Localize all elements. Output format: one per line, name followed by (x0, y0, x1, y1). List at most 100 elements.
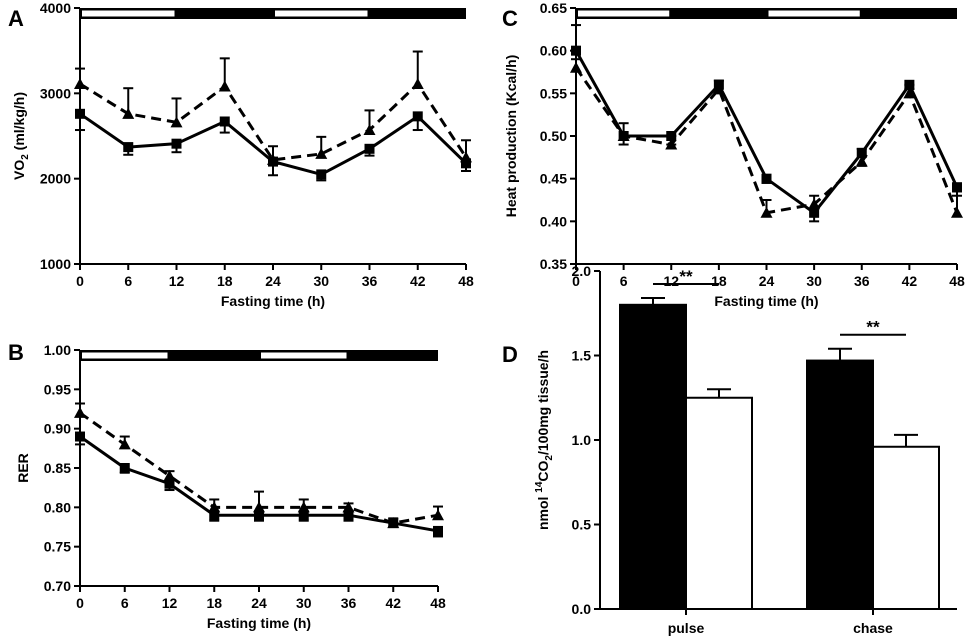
chart-a-x-tick-label: 48 (458, 273, 474, 289)
chart-a-point-triangle (74, 77, 86, 89)
chart-a-point-triangle (460, 151, 472, 163)
chart-d-y-axis-title-part: CO (535, 460, 551, 481)
chart-c-y-tick-label: 0.60 (540, 43, 567, 59)
chart-a-x-tick-label: 0 (76, 273, 84, 289)
chart-a-panel-letter: A (8, 6, 24, 31)
chart-a-point-square (412, 111, 423, 122)
chart-a-point-square (461, 158, 471, 169)
chart-a-y-axis-title-main: VO (11, 160, 27, 180)
chart-b-point-triangle (387, 517, 400, 529)
chart-d-bar-chase-black (806, 359, 874, 610)
chart-b-x-tick-label: 18 (206, 595, 222, 611)
chart-d-y-tick-label: 1.5 (572, 348, 592, 364)
chart-b-x-tick-label: 42 (385, 595, 401, 611)
chart-b-point-square (433, 525, 443, 536)
chart-b-y-axis-title: RER (15, 453, 31, 483)
chart-a-point-triangle (315, 147, 328, 159)
chart-c-point-triangle (855, 155, 868, 167)
chart-a-x-tick-label: 18 (217, 273, 233, 289)
chart-c-y-tick-label: 0.45 (540, 171, 567, 187)
chart-c-point-triangle (712, 83, 725, 95)
chart-c-point-square (809, 207, 820, 218)
chart-a-x-tick-label: 24 (265, 273, 281, 289)
chart-a-series-dashed-line (79, 81, 468, 162)
chart-b-x-axis-title: Fasting time (h) (207, 615, 311, 631)
chart-b-x-tick-label: 6 (121, 595, 129, 611)
chart-d-y-tick-label: 0.5 (572, 517, 592, 533)
chart-b-point-triangle (118, 438, 131, 450)
chart-d-bar-chase-white (872, 445, 940, 611)
chart-b-y-tick-label: 0.80 (44, 499, 71, 515)
chart-c-series-solid-line (574, 49, 959, 215)
chart-c-point-triangle (903, 87, 916, 99)
chart-c-x-tick-label: 42 (902, 273, 918, 289)
chart-a-point-triangle (170, 116, 183, 128)
chart-b-point-triangle (342, 501, 355, 513)
chart-b-light-segment (261, 352, 347, 359)
chart-c-y-tick-label: 0.65 (540, 0, 567, 16)
chart-b-point-triangle (74, 406, 86, 418)
chart-b-point-square (343, 510, 354, 521)
chart-b-lightdark-bar (80, 350, 438, 361)
chart-c-point-triangle (665, 138, 678, 150)
chart-d-y-axis-title-part: 14 (534, 481, 545, 493)
chart-a-y-tick-label: 1000 (40, 256, 71, 272)
chart-d-bar-pulse-black (619, 303, 687, 610)
chart-d-panel-letter: D (502, 342, 518, 367)
chart-b-point-square (254, 510, 264, 521)
chart-c-x-tick-label: 6 (620, 273, 628, 289)
chart-b-x-tick-label: 0 (76, 595, 84, 611)
chart-b-point-square (119, 463, 130, 473)
chart-a-point-square (75, 108, 85, 119)
chart-a-point-square (219, 116, 230, 127)
chart-c-series-dashed-line (574, 66, 959, 215)
chart-c-x-tick-label: 18 (711, 273, 727, 289)
chart-c-y-tick-label: 0.35 (540, 256, 567, 272)
chart-a-point-square (316, 169, 327, 180)
chart-d-x-tick-label: chase (853, 620, 893, 636)
chart-b-point-square (298, 510, 309, 521)
chart-b-x-tick-label: 24 (251, 595, 267, 611)
chart-c-x-tick-label: 30 (806, 273, 822, 289)
chart-a-point-square (364, 143, 375, 154)
chart-d-bar-pulse-white (685, 396, 753, 610)
chart-c-point-square (952, 182, 962, 193)
chart-b-y-tick-label: 0.95 (44, 381, 71, 397)
chart-a-y-tick-label: 3000 (40, 85, 71, 101)
chart-a-x-tick-label: 36 (362, 273, 378, 289)
chart-d-y-axis-title-part: 2 (544, 455, 555, 461)
chart-a-y-axis-title: VO2 (ml/kg/h) (11, 92, 31, 180)
chart-b-y-tick-label: 1.00 (44, 342, 71, 358)
chart-a-y-axis-title-rest: (ml/kg/h) (11, 92, 27, 154)
chart-a-point-triangle (122, 107, 135, 119)
chart-c-y-axis-title: Heat production (Kcal/h) (503, 55, 519, 218)
chart-c-x-tick-label: 0 (572, 273, 580, 289)
chart-a-point-triangle (218, 80, 231, 92)
chart-d-y-axis-title-part: /100mg tissue/h (535, 350, 551, 455)
chart-a-x-tick-label: 12 (169, 273, 185, 289)
chart-c-x-tick-label: 12 (663, 273, 679, 289)
chart-a-x-tick-label: 30 (313, 273, 329, 289)
chart-b-y-tick-label: 0.90 (44, 421, 71, 437)
chart-c-point-triangle (760, 206, 773, 218)
chart-b-light-segment (82, 352, 168, 359)
chart-c-point-triangle (808, 198, 821, 210)
chart-b-point-triangle (432, 509, 444, 521)
chart-a-point-triangle (411, 77, 424, 89)
chart-a-y-tick-label: 2000 (40, 171, 71, 187)
chart-b-x-tick-label: 48 (430, 595, 446, 611)
chart-a-y-tick-label: 4000 (40, 0, 71, 16)
chart-d-x-tick-label: pulse (668, 620, 705, 636)
chart-b-point-square (164, 478, 175, 489)
chart-a-x-tick-label: 6 (124, 273, 132, 289)
chart-d-significance-label: ** (679, 267, 693, 286)
chart-a-point-triangle (363, 124, 376, 136)
chart-a-lightdark-bar (80, 8, 466, 19)
chart-b-y-tick-label: 0.75 (44, 539, 71, 555)
chart-b-point-triangle (253, 501, 265, 513)
chart-b-x-tick-label: 12 (162, 595, 178, 611)
chart-b-point-triangle (297, 501, 310, 513)
chart-d-y-tick-label: 2.0 (572, 263, 592, 279)
chart-b-y-tick-label: 0.70 (44, 578, 71, 594)
